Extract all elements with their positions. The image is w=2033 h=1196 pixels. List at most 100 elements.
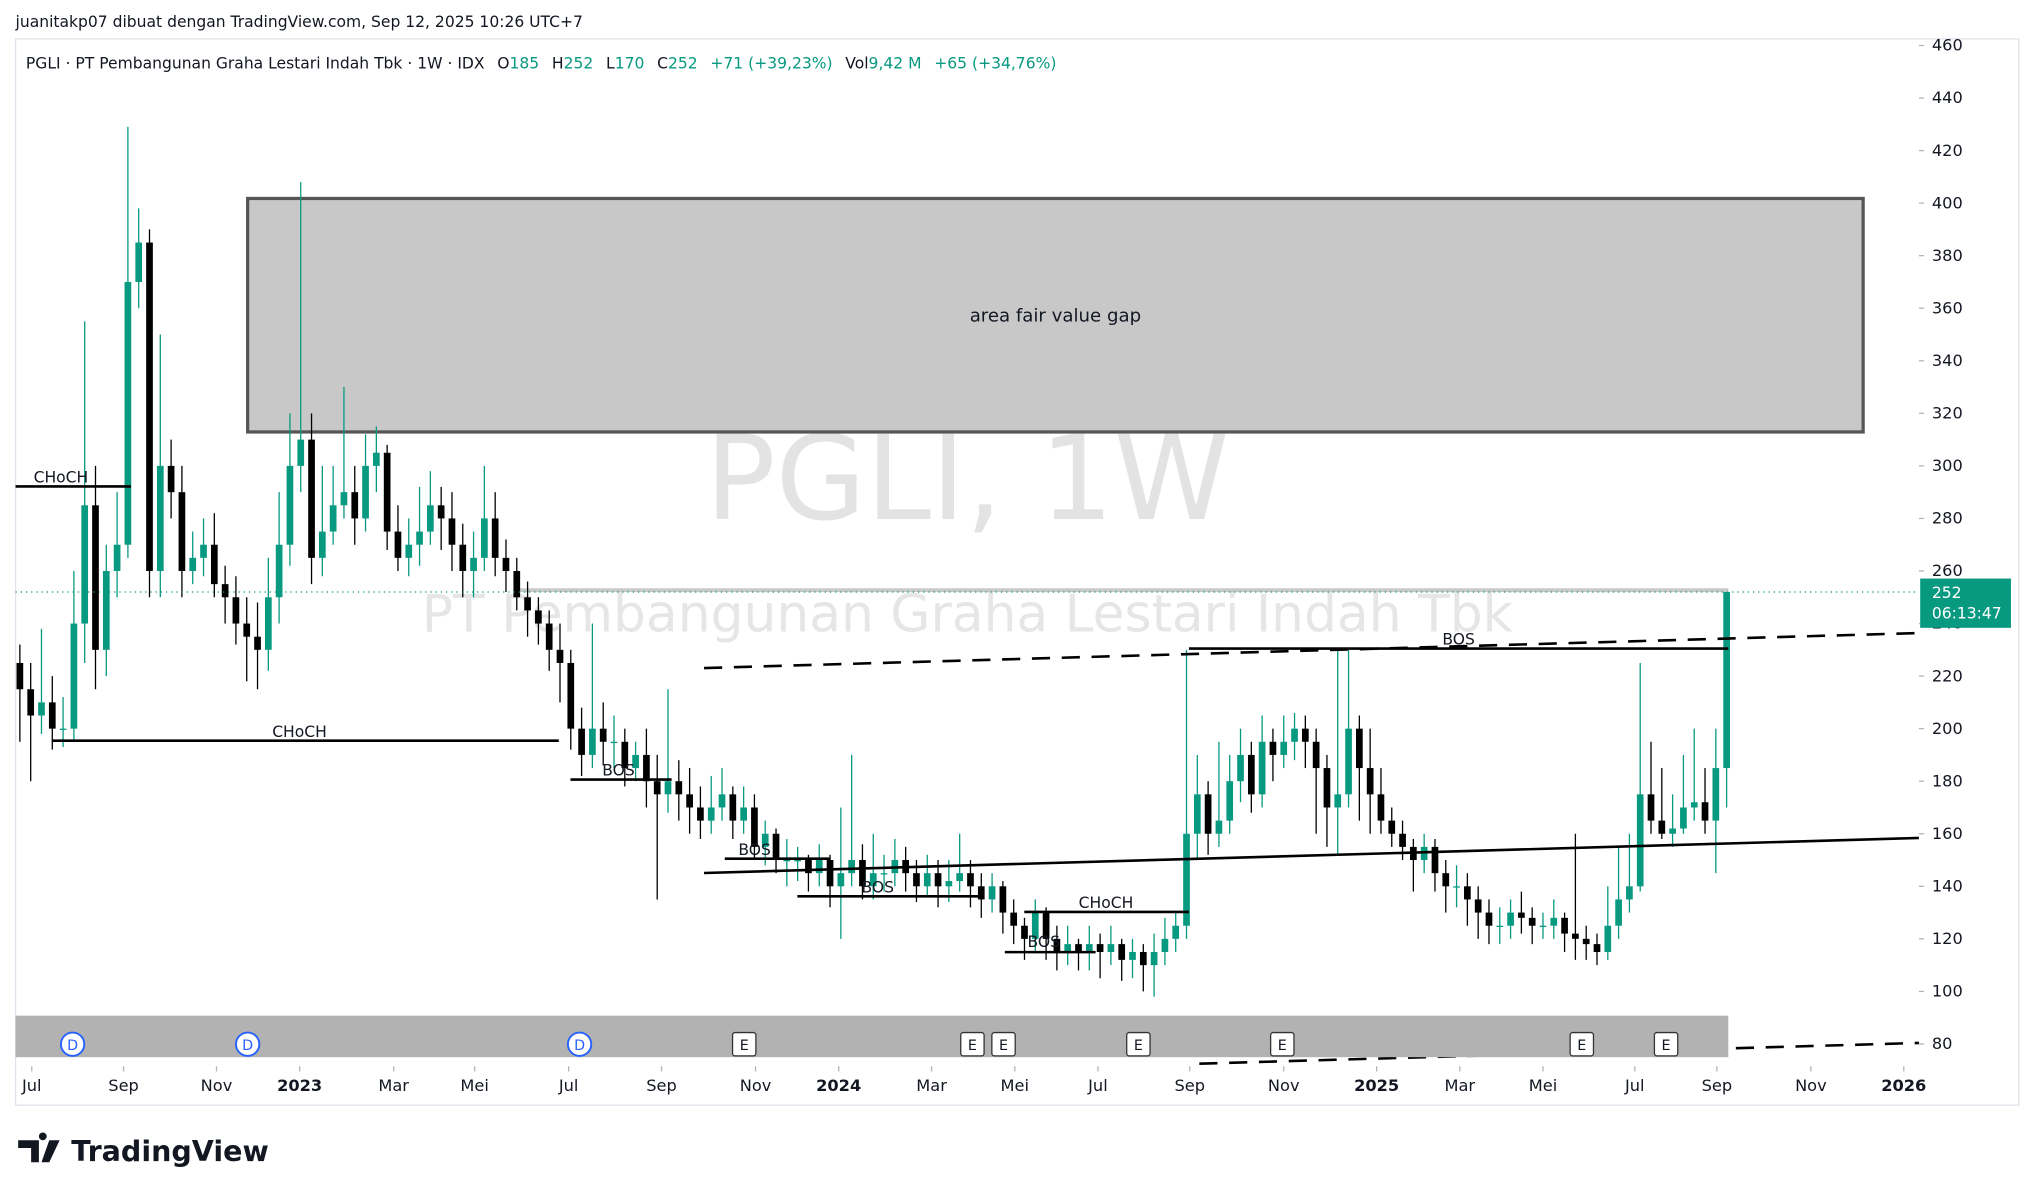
candle-body (210, 544, 218, 585)
events-band (15, 1015, 1729, 1058)
earnings-label: E (999, 1038, 1008, 1054)
candle-body (1431, 846, 1439, 874)
candle-body (1053, 938, 1061, 952)
countdown: 06:13:47 (1932, 605, 2002, 623)
dividend-label: D (67, 1038, 78, 1054)
candle-body (221, 584, 229, 598)
candle-body (729, 794, 737, 821)
candle-body (92, 505, 99, 650)
y-tick-label: 400 (1932, 193, 1963, 212)
x-tick-label: 2026 (1881, 1076, 1926, 1095)
candle-body (1291, 728, 1298, 742)
candle-body (232, 597, 240, 624)
candle-body (837, 873, 845, 887)
y-tick-label: 180 (1932, 771, 1963, 790)
candle-body (794, 860, 801, 862)
annotations: CHoCH CHoCH BOS BOS BOS CHoCH BOS BOS (34, 469, 1475, 951)
candle-body (859, 860, 866, 887)
candle-body (826, 860, 834, 887)
candle-body (416, 531, 423, 545)
candle-body (318, 531, 326, 558)
candle-body (1701, 802, 1709, 821)
candle-body (1107, 944, 1115, 952)
price-box (1920, 578, 2011, 628)
candle-body (340, 492, 348, 506)
candle-body (1183, 833, 1190, 926)
candle-body (394, 531, 402, 558)
annotation: BOS (738, 841, 770, 859)
candle-body (1388, 820, 1396, 834)
candle-body (999, 886, 1007, 913)
dividend-marker (566, 1031, 593, 1057)
candle-body (1226, 781, 1234, 821)
candle-body (1118, 944, 1126, 960)
candle-body (1636, 794, 1644, 887)
candle-body (848, 860, 855, 874)
candle-body (1021, 925, 1028, 939)
candle-body (1096, 944, 1104, 952)
candle-body (1528, 917, 1536, 926)
annotation: CHoCH (272, 723, 327, 741)
candle-body (1356, 728, 1363, 769)
annotation: CHoCH (34, 469, 89, 487)
y-tick-label: 380 (1932, 246, 1963, 265)
y-tick-label: 200 (1932, 719, 1963, 738)
candle-body (81, 505, 89, 624)
candle-body (621, 741, 629, 769)
candle-body (200, 544, 207, 558)
watermark-subtitle: PT Pembangunan Graha Lestari Indah Tbk (422, 585, 1513, 645)
candle-body (427, 505, 434, 532)
y-tick-label: 360 (1932, 298, 1963, 317)
candle-body (513, 570, 521, 598)
candle-body (545, 623, 553, 650)
candle-body (1377, 794, 1385, 821)
candle-body (481, 518, 488, 558)
candle-body (535, 610, 542, 624)
candle-body (1139, 951, 1147, 966)
candle-body (373, 452, 380, 466)
candle-body (189, 557, 197, 571)
y-tick-label: 260 (1932, 561, 1963, 580)
x-tick-label: Mar (378, 1076, 409, 1095)
candle-body (880, 873, 888, 875)
x-tick-label: Jul (558, 1076, 579, 1095)
x-tick-label: Mar (916, 1076, 947, 1095)
y-tick-label: 340 (1932, 351, 1963, 370)
candle-body (1669, 828, 1676, 834)
earnings-marker (991, 1031, 1016, 1057)
earnings-marker (960, 1031, 985, 1057)
symbol: PGLI · PT Pembangunan Graha Lestari Inda… (26, 55, 485, 73)
earnings-label: E (740, 1038, 749, 1054)
candle-body (751, 807, 758, 847)
candle-body (1550, 917, 1558, 926)
candle-body (1453, 886, 1460, 888)
candle-body (653, 781, 661, 795)
vol-label: Vol (845, 55, 868, 73)
candle-body (718, 794, 726, 808)
y-tick-label: 160 (1932, 824, 1963, 843)
dividend-marker (59, 1031, 86, 1057)
candle-body (470, 557, 477, 571)
candle-body (643, 754, 650, 782)
candle-body (383, 452, 391, 532)
candle-body (1345, 728, 1352, 795)
candle-body (1399, 833, 1406, 847)
candle-body (286, 465, 294, 545)
earnings-marker (1569, 1031, 1595, 1057)
candles (15, 126, 1919, 997)
candle-body (167, 465, 175, 493)
y-tick-label: 440 (1932, 88, 1963, 107)
vol-value: 9,42 M (869, 55, 922, 73)
candle-body (913, 873, 920, 887)
candle-body (697, 807, 704, 821)
x-tick-label: Jul (1087, 1076, 1108, 1095)
candle-body (632, 754, 639, 769)
candle-body (1647, 794, 1655, 821)
o-value: 185 (510, 55, 540, 73)
candle-body (988, 886, 996, 900)
candle-body (664, 781, 672, 795)
candle-body (264, 597, 272, 650)
candle-body (1042, 912, 1050, 939)
